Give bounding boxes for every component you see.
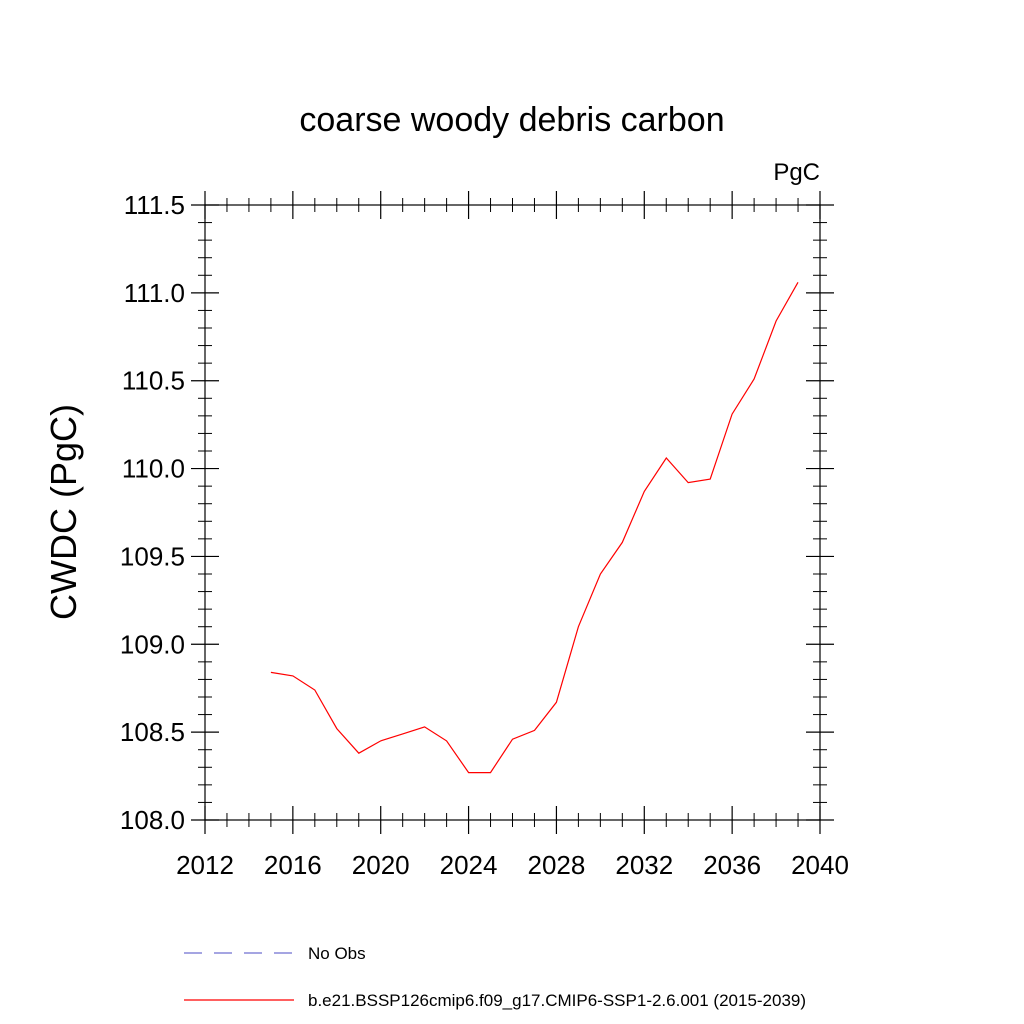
- x-tick-label: 2040: [791, 850, 849, 880]
- axis-ticks: [191, 191, 834, 834]
- x-tick-label: 2020: [352, 850, 410, 880]
- y-tick-labels: 108.0 108.5 109.0 109.5 110.0 110.5 111.0 111.5: [120, 190, 185, 835]
- x-tick-label: 2024: [440, 850, 498, 880]
- legend-label: b.e21.BSSP126cmip6.f09_g17.CMIP6-SSP1-2.…: [308, 991, 806, 1010]
- y-tick-label: 110.0: [122, 454, 185, 484]
- y-tick-label: 108.0: [120, 805, 185, 835]
- chart-title: coarse woody debris carbon: [299, 101, 724, 139]
- units-label: PgC: [773, 159, 820, 186]
- x-tick-labels: 2012 2016 2020 2024 2028 2032 2036 2040: [176, 850, 849, 880]
- x-tick-label: 2032: [615, 850, 673, 880]
- y-axis-label: CWDC (PgC): [43, 404, 84, 620]
- y-tick-label: 111.0: [124, 278, 185, 308]
- legend-label: No Obs: [308, 944, 366, 963]
- y-tick-label: 108.5: [120, 717, 185, 747]
- plot-frame: [204, 204, 821, 821]
- x-tick-label: 2016: [264, 850, 322, 880]
- y-tick-label: 111.5: [124, 190, 185, 220]
- y-tick-label: 109.0: [120, 629, 185, 659]
- y-tick-label: 110.5: [122, 366, 185, 396]
- legend: No Obs b.e21.BSSP126cmip6.f09_g17.CMIP6-S…: [184, 944, 806, 1010]
- series-line-1: [270, 282, 799, 774]
- x-tick-label: 2028: [528, 850, 586, 880]
- series-layer: [270, 282, 799, 774]
- y-tick-label: 109.5: [120, 541, 185, 571]
- x-tick-label: 2012: [176, 850, 234, 880]
- x-tick-label: 2036: [703, 850, 761, 880]
